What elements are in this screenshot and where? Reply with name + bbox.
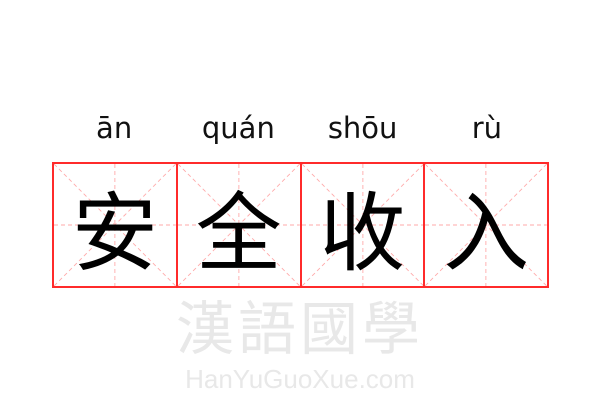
watermark-chinese: 漢語國學 (175, 295, 424, 363)
watermark: 漢語國學 HanYuGuoXue.com (150, 294, 450, 394)
hanzi-2: 全 (195, 183, 282, 284)
guide-lines (54, 164, 176, 286)
pinyin-1: ān (96, 111, 133, 145)
pinyin-3: shōu (327, 111, 398, 145)
character-grid: 安 全 收 入 (52, 162, 549, 288)
hanzi-1: 安 (71, 183, 158, 284)
watermark-latin: HanYuGuoXue.com (185, 364, 415, 394)
pinyin-4: rù (471, 111, 503, 145)
character-cell: 全 (178, 164, 302, 286)
character-cell: 安 (54, 164, 178, 286)
character-cell: 收 (302, 164, 426, 286)
character-cell: 入 (425, 164, 547, 286)
hanzi-3: 收 (319, 183, 406, 284)
pinyin-2: quán (201, 111, 275, 145)
guide-lines (425, 164, 547, 286)
hanzi-4: 入 (443, 183, 530, 284)
pinyin-row: ān quán shōu rù (52, 108, 549, 148)
guide-lines (178, 164, 300, 286)
guide-lines (302, 164, 424, 286)
